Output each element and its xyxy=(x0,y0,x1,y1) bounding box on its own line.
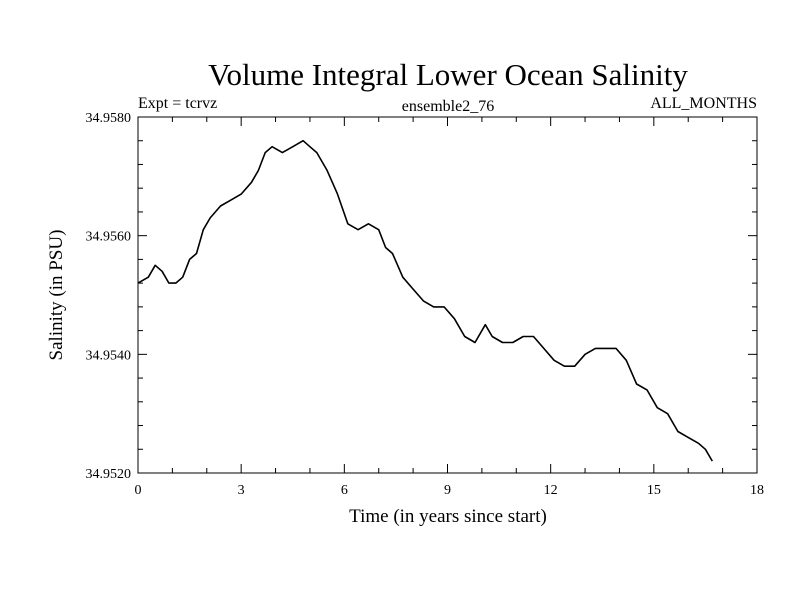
x-axis-label: Time (in years since start) xyxy=(349,506,547,527)
y-tick-label: 34.9540 xyxy=(86,348,132,363)
x-tick-label: 9 xyxy=(444,483,451,498)
x-tick-label: 6 xyxy=(341,483,348,498)
chart-title: Volume Integral Lower Ocean Salinity xyxy=(208,57,688,92)
plot-frame xyxy=(137,116,758,474)
x-tick-label: 15 xyxy=(647,483,661,498)
y-tick-label: 34.9580 xyxy=(86,111,132,126)
y-tick-labels: 34.9520 34.9540 34.9560 34.9580 xyxy=(86,111,132,482)
y-tick-label: 34.9560 xyxy=(86,230,132,245)
x-tick-label: 18 xyxy=(750,483,764,498)
y-axis-label: Salinity (in PSU) xyxy=(46,230,67,361)
experiment-label: Expt = tcrvz xyxy=(138,95,217,112)
salinity-series-line xyxy=(137,139,713,462)
ensemble-label: ensemble2_76 xyxy=(402,98,494,115)
x-tick-labels: 0 3 6 9 12 15 18 xyxy=(135,483,765,498)
x-tick-label: 12 xyxy=(544,483,558,498)
x-tick-label: 3 xyxy=(238,483,245,498)
x-tick-label: 0 xyxy=(135,483,142,498)
y-tick-label: 34.9520 xyxy=(86,467,132,482)
months-label: ALL_MONTHS xyxy=(650,95,757,112)
axis-ticks xyxy=(137,116,758,474)
